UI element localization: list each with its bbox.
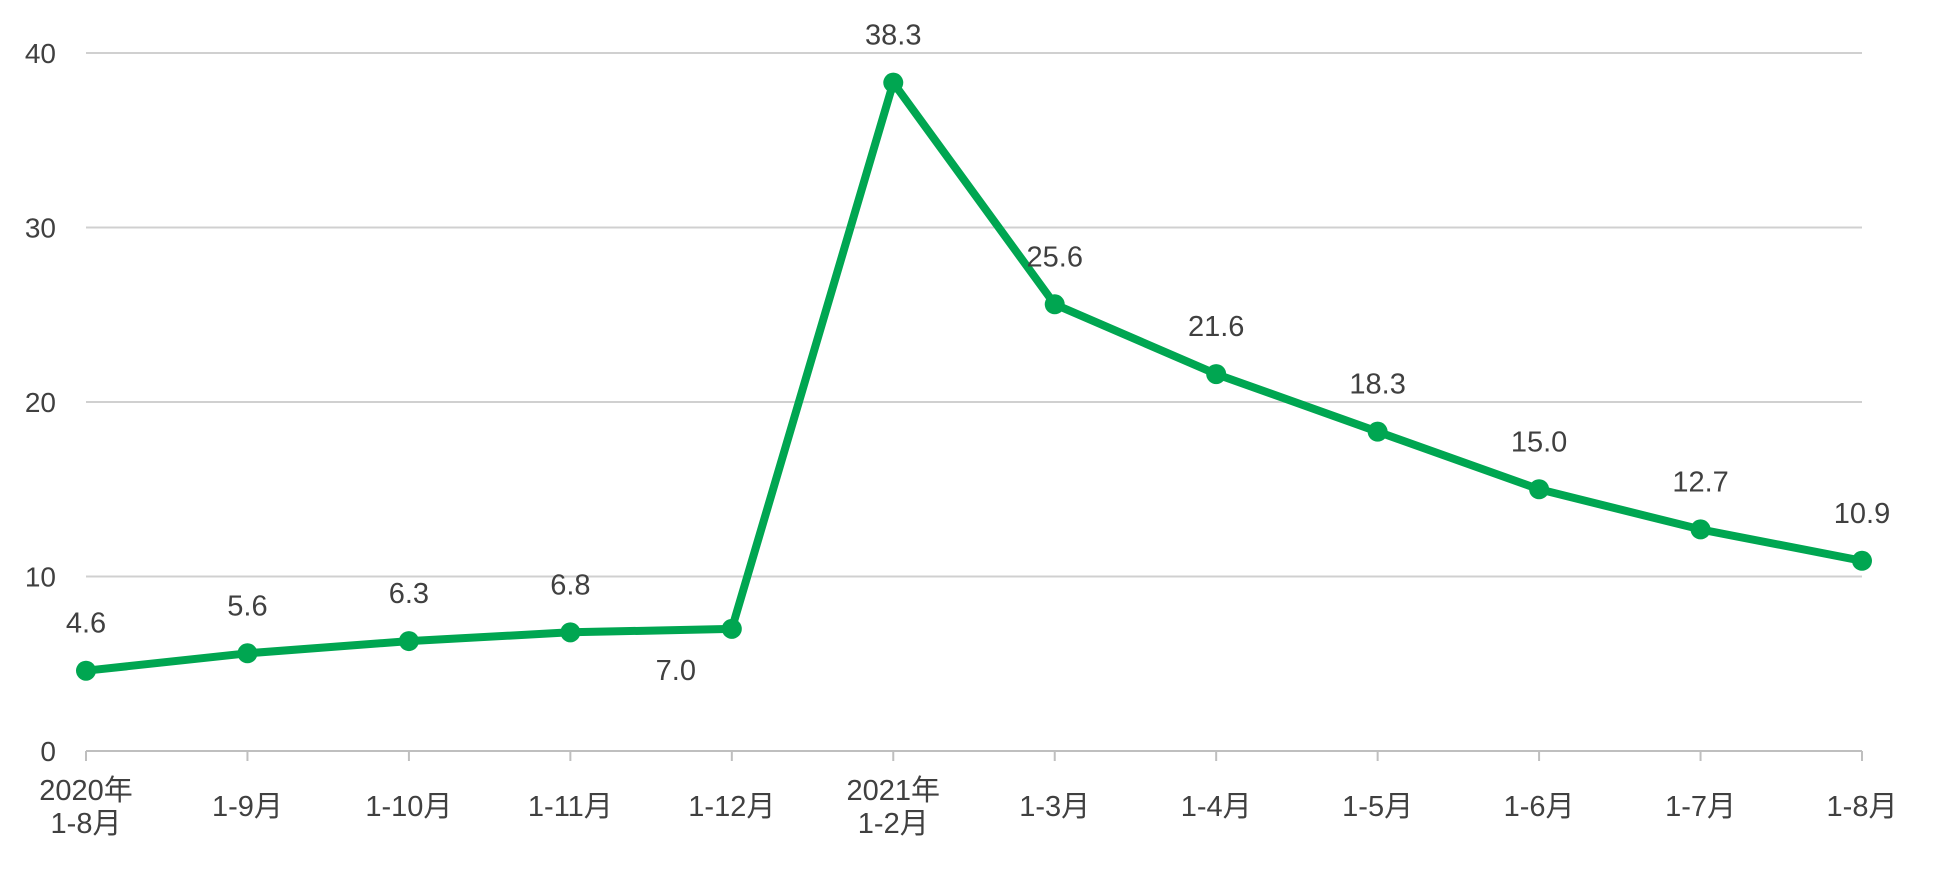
data-point <box>1690 519 1711 540</box>
x-tick-label: 1-7月 <box>1665 791 1736 823</box>
data-point <box>1044 294 1065 315</box>
x-tick-label: 1-5月 <box>1342 791 1413 823</box>
data-point <box>1206 364 1227 385</box>
x-tick-label: 1-4月 <box>1181 791 1252 823</box>
data-point <box>76 660 96 681</box>
data-point <box>1367 421 1388 442</box>
x-tick-label: 2020年 1-8月 <box>39 774 133 840</box>
x-tick-label: 1-9月 <box>212 791 283 823</box>
data-point <box>398 631 419 652</box>
data-point <box>721 618 742 639</box>
x-tick-label: 1-10月 <box>365 791 452 823</box>
data-point <box>883 72 904 93</box>
data-label: 5.6 <box>227 590 267 622</box>
data-label: 18.3 <box>1349 369 1405 401</box>
series-line <box>82 78 1866 675</box>
y-axis-ticks: 0 10 20 30 40 <box>25 38 56 767</box>
x-tick-label: 1-6月 <box>1504 791 1575 823</box>
data-label: 7.0 <box>656 655 696 687</box>
data-point <box>560 622 581 643</box>
series <box>76 72 1872 681</box>
gridlines <box>86 52 1862 578</box>
data-label: 6.8 <box>550 569 590 601</box>
data-point <box>1529 479 1550 500</box>
data-labels: 4.6 5.6 6.3 6.8 7.0 38.3 25.6 21.6 18.3 15.0 12.7 1… <box>66 20 1890 687</box>
x-tick-label: 1-11月 <box>528 791 613 823</box>
data-point <box>237 643 258 664</box>
data-label: 6.3 <box>389 578 429 610</box>
data-label: 12.7 <box>1672 466 1728 498</box>
x-tick-label: 1-3月 <box>1019 791 1090 823</box>
x-tick-label: 1-8月 <box>1827 791 1898 823</box>
y-tick-label: 0 <box>40 736 56 767</box>
y-tick-label: 20 <box>25 387 56 418</box>
data-label: 15.0 <box>1511 426 1567 458</box>
x-tick-label: 2021年 1-2月 <box>847 774 941 840</box>
data-label: 38.3 <box>865 20 921 52</box>
data-label: 4.6 <box>66 608 106 640</box>
data-label: 10.9 <box>1834 498 1890 530</box>
data-point <box>1852 550 1872 571</box>
data-label: 25.6 <box>1027 241 1083 273</box>
x-axis-ticks: 2020年 1-8月 1-9月 1-10月 1-11月 1-12月 2021年 1-2月 1-3… <box>39 774 1897 840</box>
x-axis <box>85 750 1863 761</box>
y-tick-label: 40 <box>25 38 56 69</box>
data-label: 21.6 <box>1188 311 1244 343</box>
x-tick-label: 1-12月 <box>688 791 775 823</box>
y-tick-label: 30 <box>25 213 56 244</box>
y-tick-label: 10 <box>25 562 56 593</box>
